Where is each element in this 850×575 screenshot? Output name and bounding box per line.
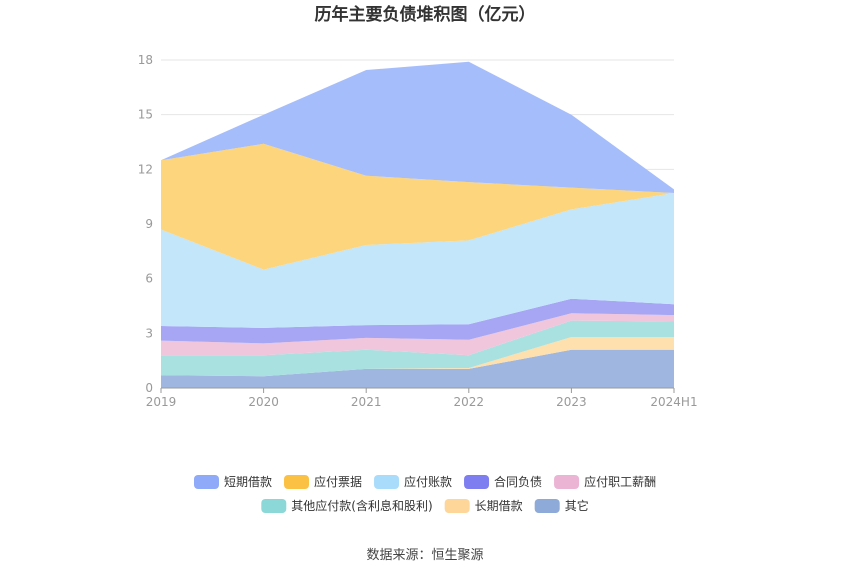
legend-swatch xyxy=(261,499,287,513)
legend-row: 短期借款 应付票据 应付账款 合同负债 应付职工薪酬 xyxy=(194,474,656,489)
legend-swatch xyxy=(464,475,490,489)
x-tick-label: 2022 xyxy=(454,395,485,409)
x-tick-label: 2024H1 xyxy=(650,395,697,409)
x-tick-label: 2023 xyxy=(556,395,587,409)
legend-swatch xyxy=(374,475,400,489)
legend-label: 长期借款 xyxy=(475,499,523,513)
legend: 短期借款 应付票据 应付账款 合同负债 应付职工薪酬其他应付款(含利息和股利) 长期借款其… xyxy=(194,474,656,513)
y-tick-label: 18 xyxy=(138,53,153,67)
legend-item[interactable]: 应付票据 xyxy=(284,474,362,489)
y-tick-label: 15 xyxy=(138,108,153,122)
legend-label: 应付票据 xyxy=(314,474,362,489)
area-series-3 xyxy=(161,320,674,377)
legend-swatch xyxy=(194,475,219,489)
y-tick-label: 6 xyxy=(145,272,153,286)
x-tick-label: 2020 xyxy=(248,395,279,409)
y-tick-label: 9 xyxy=(145,217,153,231)
legend-item[interactable]: 短期借款 xyxy=(194,475,272,489)
legend-label: 应付职工薪酬 xyxy=(584,474,656,489)
y-tick-label: 0 xyxy=(145,381,153,395)
area-series-5 xyxy=(161,298,674,344)
legend-item[interactable]: 其他应付款(含利息和股利) xyxy=(261,498,433,513)
area-series-4 xyxy=(161,313,674,356)
legend-label: 其它 xyxy=(565,498,589,513)
legend-swatch xyxy=(534,499,560,513)
legend-label: 应付账款 xyxy=(404,474,452,489)
area-series xyxy=(161,61,674,388)
legend-label: 短期借款 xyxy=(224,475,272,489)
x-tick-label: 2021 xyxy=(351,395,382,409)
legend-item[interactable]: 其它 xyxy=(534,498,589,513)
legend-item[interactable]: 合同负债 xyxy=(464,474,542,489)
y-tick-label: 3 xyxy=(145,326,153,340)
legend-swatch xyxy=(444,499,470,513)
axes: 0 3 6 9 12 15 18 2019 2020 2021 2022 2023 2024H1 xyxy=(138,53,698,409)
legend-row: 其他应付款(含利息和股利) 长期借款 其它 xyxy=(261,498,589,513)
x-tick-label: 2019 xyxy=(146,395,177,409)
area-series-8 xyxy=(161,61,674,193)
legend-swatch xyxy=(554,475,580,489)
legend-label: 其他应付款(含利息和股利) xyxy=(291,498,432,513)
y-tick-label: 12 xyxy=(138,162,153,176)
legend-swatch xyxy=(284,475,310,489)
area-series-1 xyxy=(161,349,674,388)
area-series-6 xyxy=(161,193,674,328)
area-series-2 xyxy=(161,337,674,377)
chart-title: 历年主要负债堆积图（亿元） xyxy=(315,4,536,25)
legend-item[interactable]: 长期借款 xyxy=(444,499,523,513)
area-series-7 xyxy=(161,143,674,270)
data-source-note: 数据来源：恒生聚源 xyxy=(366,548,483,563)
legend-item[interactable]: 应付账款 xyxy=(374,474,452,489)
legend-label: 合同负债 xyxy=(494,474,542,489)
legend-item[interactable]: 应付职工薪酬 xyxy=(554,474,656,489)
